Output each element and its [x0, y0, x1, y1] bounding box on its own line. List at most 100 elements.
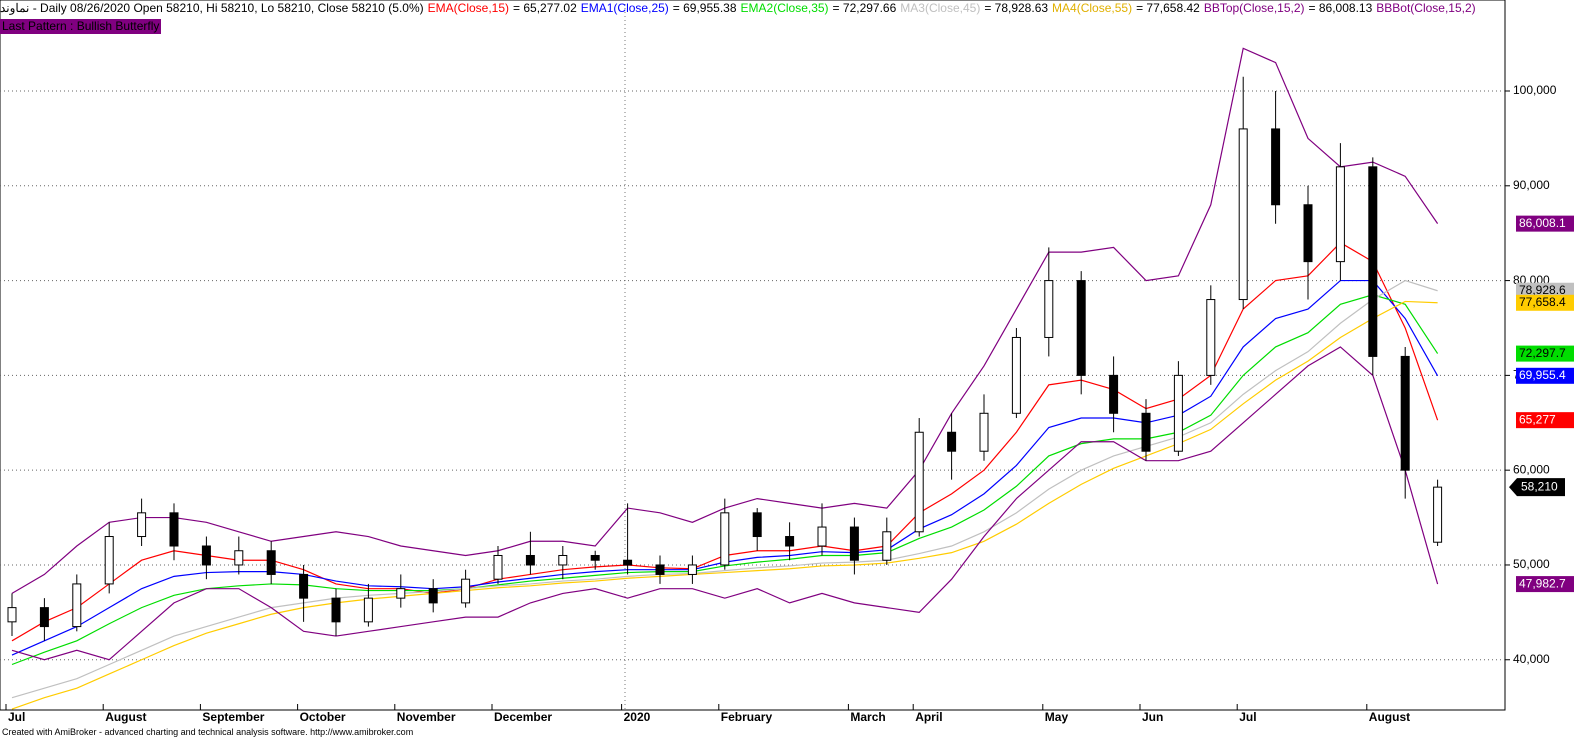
x-tick-label: March: [850, 710, 885, 724]
candle-body: [687, 564, 697, 575]
candle-body: [1173, 374, 1183, 452]
candle-body: [752, 512, 762, 538]
legend-value: = 72,297.66: [832, 1, 897, 15]
candle-body: [525, 554, 535, 566]
candle-body: [201, 545, 211, 566]
x-tick-label: November: [397, 710, 456, 724]
indicator-line: [11, 346, 1439, 661]
candle-body: [1335, 166, 1345, 263]
x-tick-label: 2020: [624, 710, 651, 724]
x-tick-label: September: [202, 710, 264, 724]
x-tick-label: August: [1369, 710, 1410, 724]
candle-body: [979, 412, 989, 452]
candle-body: [266, 550, 276, 575]
candle-body: [947, 431, 957, 452]
x-tick-label: Jul: [1239, 710, 1256, 724]
legend-name: EMA2(Close,35): [740, 1, 829, 15]
y-tick-label: 50,000: [1513, 557, 1550, 571]
candle-body: [461, 578, 471, 604]
candle-body: [299, 573, 309, 599]
legend-name: BBTop(Close,15,2): [1203, 1, 1305, 15]
candle-body: [7, 607, 17, 623]
candle-body: [1400, 355, 1410, 471]
value-tag-label: 65,277: [1519, 412, 1556, 426]
x-tick-label: Jun: [1142, 710, 1163, 724]
candle-body: [1368, 166, 1378, 357]
close-tag-label: 58,210: [1521, 479, 1558, 493]
candle-body: [234, 550, 244, 566]
candle-body: [849, 526, 859, 561]
legend-value: = 86,008.13: [1308, 1, 1373, 15]
value-tag-label: 86,008.1: [1519, 216, 1566, 230]
value-tag: [1516, 576, 1574, 593]
candle-body: [104, 536, 114, 585]
value-tag: [1516, 412, 1574, 429]
value-tag: [1516, 215, 1574, 232]
y-tick-label: 100,000: [1513, 83, 1557, 97]
indicator-line: [11, 279, 1438, 699]
legend-value: = 65,277.02: [513, 1, 577, 15]
value-tag: [1516, 282, 1574, 299]
candle-body: [72, 583, 82, 628]
candle-body: [169, 512, 179, 547]
chart-title: نماوند - Daily 08/26/2020 Open 58210, Hi…: [0, 1, 424, 15]
legend-name: EMA1(Close,25): [580, 1, 669, 15]
candle-body: [623, 559, 633, 566]
legend-name: MA4(Close,55): [1052, 1, 1133, 15]
value-tag-label: 69,955.4: [1519, 368, 1566, 382]
candle-body: [1109, 374, 1119, 414]
value-tag: [1516, 367, 1574, 384]
y-tick-label: 60,000: [1513, 462, 1550, 476]
legend-name: MA3(Close,45): [900, 1, 981, 15]
candle-body: [655, 564, 665, 575]
candle-body: [363, 597, 373, 623]
close-tag: [1509, 478, 1565, 497]
value-tag-label: 78,928.6: [1519, 283, 1566, 297]
candle-body: [1433, 486, 1443, 543]
x-tick-label: April: [915, 710, 942, 724]
candle-body: [1044, 280, 1054, 338]
candle-body: [39, 607, 49, 628]
x-tick-label: May: [1045, 710, 1069, 724]
candle-body: [1271, 128, 1281, 206]
candle-body: [137, 512, 147, 538]
value-tag: [1516, 294, 1574, 311]
candle-body: [882, 531, 892, 561]
x-tick-label: August: [105, 710, 146, 724]
x-tick-label: February: [721, 710, 773, 724]
y-tick-label: 40,000: [1513, 652, 1550, 666]
candle-body: [1076, 280, 1086, 376]
candle-body: [785, 536, 795, 547]
legend-name: BBBot(Close,15,2): [1376, 1, 1476, 15]
value-tag-label: 77,658.4: [1519, 295, 1566, 309]
candle-body: [1011, 336, 1021, 414]
candle-body: [720, 512, 730, 566]
x-tick-label: Jul: [8, 710, 25, 724]
footer: Created with AmiBroker - advanced charti…: [2, 727, 414, 737]
candle-body: [428, 588, 438, 604]
candle-body: [1238, 128, 1248, 301]
value-tag-label: 72,297.7: [1519, 346, 1566, 360]
candle-body: [331, 597, 341, 623]
legend-name: EMA(Close,15): [427, 1, 510, 15]
candle-body: [1303, 204, 1313, 263]
candle-body: [914, 431, 924, 533]
candle-body: [590, 554, 600, 561]
candle-body: [1206, 299, 1216, 376]
candle-body: [558, 554, 568, 566]
legend-value: = 69,955.38: [672, 1, 737, 15]
value-tag-label: 47,982.7: [1519, 576, 1566, 590]
candle-body: [396, 588, 406, 599]
x-tick-label: December: [494, 710, 552, 724]
value-tag: [1516, 345, 1574, 362]
candle-body: [1141, 412, 1151, 452]
header: نماوند - Daily 08/26/2020 Open 58210, Hi…: [0, 0, 1480, 17]
y-tick-label: 90,000: [1513, 178, 1550, 192]
x-tick-label: October: [300, 710, 346, 724]
legend-value: = 78,928.63: [984, 1, 1049, 15]
plot-frame: [0, 0, 1506, 711]
candle-body: [817, 526, 827, 547]
legend-value: = 77,658.42: [1136, 1, 1200, 15]
